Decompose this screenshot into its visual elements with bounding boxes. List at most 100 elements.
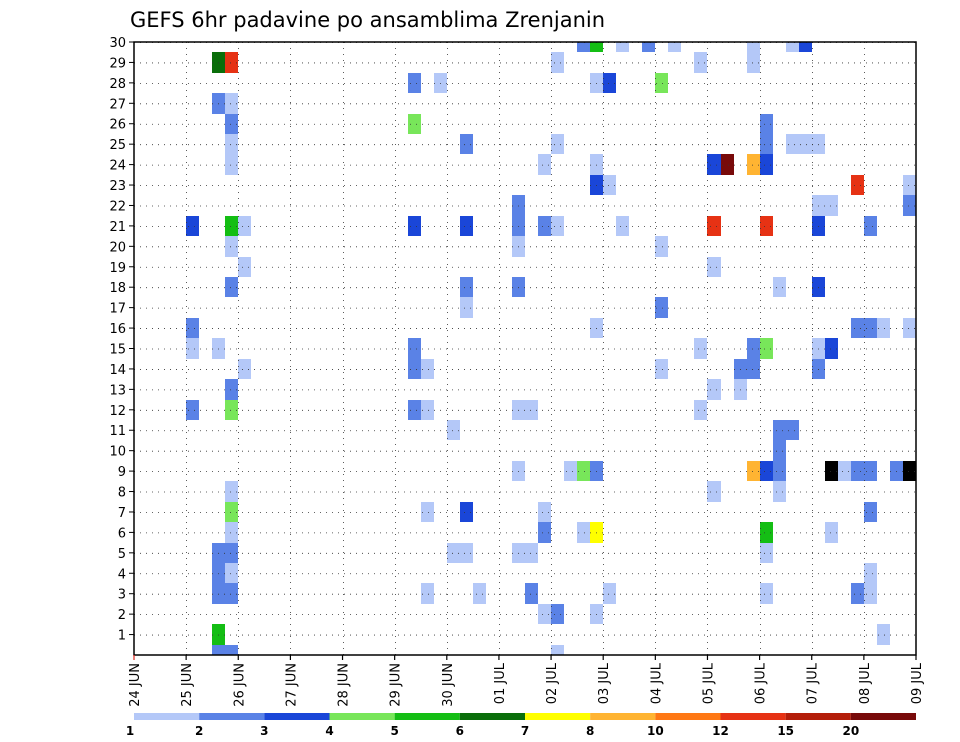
heatmap-cell xyxy=(408,338,421,359)
heatmap-cell xyxy=(786,134,799,154)
y-tick-label: 21 xyxy=(109,220,126,235)
heatmap-cell xyxy=(460,277,473,297)
heatmap-cell xyxy=(186,216,199,236)
y-tick-label: 24 xyxy=(109,159,126,174)
heatmap-cell xyxy=(864,461,877,481)
heatmap-cell xyxy=(747,359,760,379)
heatmap-cell xyxy=(212,624,225,645)
heatmap-cell xyxy=(551,645,564,655)
heatmap-cell xyxy=(786,42,799,52)
heatmap-cell xyxy=(864,318,877,338)
heatmap-cell xyxy=(603,73,616,93)
x-tick-label: 27 JUN xyxy=(284,663,299,707)
heatmap-cell xyxy=(186,318,199,338)
heatmap-cell xyxy=(890,461,903,481)
heatmap-cell xyxy=(421,359,434,379)
heatmap-cell xyxy=(225,52,238,73)
y-tick-label: 1 xyxy=(118,629,126,644)
colorbar-label: 5 xyxy=(390,724,398,738)
heatmap-cell xyxy=(225,645,238,655)
heatmap-cell xyxy=(408,359,421,379)
heatmap-cell xyxy=(655,73,668,93)
heatmap-cell xyxy=(577,461,590,481)
x-tick-label: 04 JUL xyxy=(649,662,664,704)
heatmap-cell xyxy=(186,338,199,359)
heatmap-cell xyxy=(838,461,851,481)
y-tick-label: 4 xyxy=(118,567,126,582)
heatmap-cell xyxy=(707,379,721,400)
y-tick-label: 3 xyxy=(118,588,126,603)
x-tick-label: 30 JUN xyxy=(441,663,456,707)
heatmap-cell xyxy=(212,338,225,359)
heatmap-cell xyxy=(694,338,707,359)
colorbar-segment xyxy=(329,713,395,720)
y-tick-label: 9 xyxy=(118,465,126,480)
heatmap-cell xyxy=(225,502,238,522)
x-axis-ticks: 24 JUN 25 JUN 26 JUN 27 JUN 28 JUN 29 JUN 30 J… xyxy=(128,655,925,707)
y-tick-label: 12 xyxy=(109,404,126,419)
heatmap-cell xyxy=(668,42,681,52)
x-tick-label: 26 JUN xyxy=(232,663,247,707)
colorbar-segment xyxy=(264,713,330,720)
heatmap-cell xyxy=(773,420,786,440)
heatmap-cell xyxy=(447,420,460,440)
heatmap-cell xyxy=(525,543,538,563)
colorbar-segment xyxy=(199,713,265,720)
heatmap-cell xyxy=(225,379,238,400)
y-tick-label: 23 xyxy=(109,179,126,194)
heatmap-cell xyxy=(760,134,773,154)
heatmap-cell xyxy=(225,543,238,563)
heatmap-cell xyxy=(590,461,603,481)
heatmap-cell xyxy=(877,624,890,645)
colorbar-segment xyxy=(785,713,851,720)
heatmap-cell xyxy=(864,563,877,583)
heatmap-cell xyxy=(812,195,825,216)
heatmap-cell xyxy=(812,338,825,359)
heatmap-cell xyxy=(460,543,473,563)
y-tick-label: 14 xyxy=(109,363,126,378)
heatmap-cell xyxy=(786,420,799,440)
heatmap-cell xyxy=(460,216,473,236)
y-tick-label: 20 xyxy=(109,240,126,255)
heatmap-cell xyxy=(577,522,590,543)
colorbar-label: 4 xyxy=(325,724,333,738)
heatmap-cell xyxy=(460,297,473,318)
heatmap-cell xyxy=(747,52,760,73)
x-tick-label: 25 JUN xyxy=(180,663,195,707)
heatmap-cell xyxy=(760,216,773,236)
heatmap-cell xyxy=(773,461,786,481)
heatmap-cell xyxy=(773,481,786,502)
heatmap-cell xyxy=(538,216,551,236)
heatmap-cell xyxy=(538,502,551,522)
heatmap-cell xyxy=(760,583,773,604)
heatmap-cell xyxy=(760,522,773,543)
heatmap-cell xyxy=(760,154,773,175)
heatmap-cell xyxy=(551,52,564,73)
colorbar-segment xyxy=(720,713,786,720)
colorbar-label: 7 xyxy=(521,724,529,738)
heatmap-cell xyxy=(225,563,238,583)
heatmap-cell xyxy=(707,154,721,175)
heatmap-cell xyxy=(799,42,812,52)
heatmap-cell xyxy=(460,502,473,522)
colorbar-label: 1 xyxy=(126,724,134,738)
heatmap-cell xyxy=(525,400,538,420)
heatmap-cell xyxy=(212,52,225,73)
heatmap-cell xyxy=(551,604,564,624)
y-tick-label: 11 xyxy=(109,424,126,439)
heatmap-cell xyxy=(577,42,590,52)
colorbar-label: 20 xyxy=(842,724,859,738)
x-tick-label: 24 JUN xyxy=(128,663,143,707)
heatmap-cell xyxy=(525,583,538,604)
colorbar-label: 3 xyxy=(260,724,268,738)
heatmap-cell xyxy=(590,604,603,624)
heatmap-cell xyxy=(538,154,551,175)
x-tick-label: 06 JUL xyxy=(754,662,769,704)
y-tick-label: 25 xyxy=(109,138,126,153)
heatmap-cell xyxy=(225,481,238,502)
heatmap-cell xyxy=(212,563,225,583)
y-tick-label: 19 xyxy=(109,261,126,276)
heatmap-cell xyxy=(603,583,616,604)
heatmap-cell xyxy=(694,52,707,73)
